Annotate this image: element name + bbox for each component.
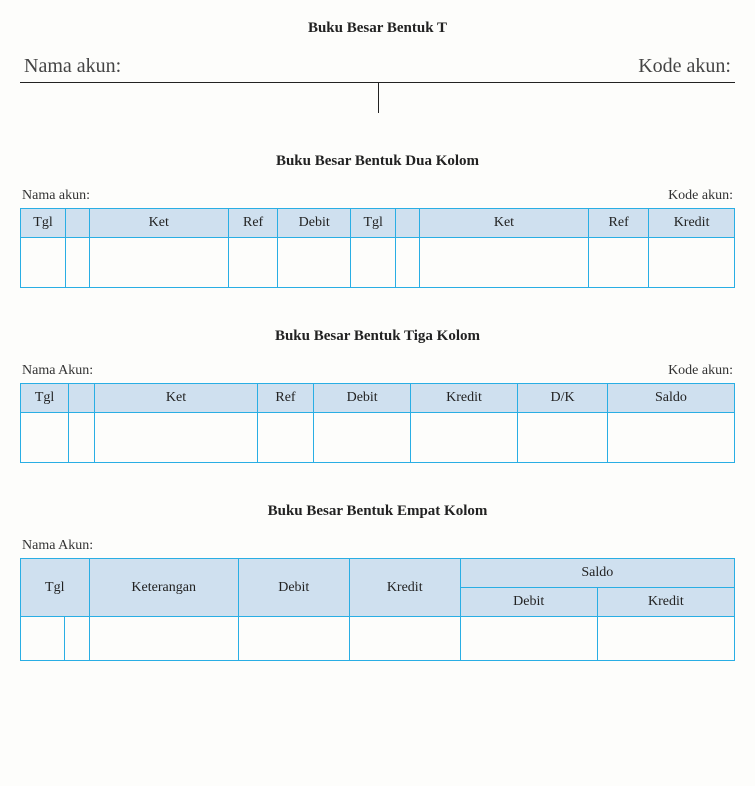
column-header: Tgl bbox=[21, 209, 66, 238]
table-cell bbox=[89, 238, 228, 288]
column-header: Debit bbox=[314, 384, 410, 413]
table-cell bbox=[419, 238, 588, 288]
four-labels-row: Nama Akun: bbox=[20, 538, 735, 554]
column-header-saldo: Saldo bbox=[460, 559, 734, 588]
table-cell bbox=[649, 238, 735, 288]
table-cell bbox=[238, 617, 349, 661]
three-kode-akun-label: Kode akun: bbox=[668, 363, 733, 379]
four-nama-akun-label: Nama Akun: bbox=[22, 538, 93, 554]
table-cell bbox=[349, 617, 460, 661]
t-kode-akun-label: Kode akun: bbox=[638, 55, 731, 78]
column-header: Tgl bbox=[21, 384, 69, 413]
table-cell bbox=[589, 238, 649, 288]
table-row bbox=[21, 413, 735, 463]
table-cell bbox=[351, 238, 396, 288]
column-header: Saldo bbox=[607, 384, 734, 413]
t-header-row: Nama akun: Kode akun: bbox=[20, 55, 735, 83]
three-column-table: Tgl KetRefDebitKreditD/KSaldo bbox=[20, 383, 735, 463]
table-cell bbox=[278, 238, 351, 288]
column-header: Kredit bbox=[410, 384, 517, 413]
t-vertical-divider bbox=[20, 83, 735, 113]
column-header: Ket bbox=[419, 209, 588, 238]
two-labels-row: Nama akun: Kode akun: bbox=[20, 188, 735, 204]
column-header-kredit: Kredit bbox=[349, 559, 460, 617]
column-header: Tgl bbox=[351, 209, 396, 238]
three-labels-row: Nama Akun: Kode akun: bbox=[20, 363, 735, 379]
table-cell bbox=[257, 413, 314, 463]
table-cell bbox=[314, 413, 410, 463]
two-kode-akun-label: Kode akun: bbox=[668, 188, 733, 204]
table-cell bbox=[396, 238, 420, 288]
column-header-keterangan: Keterangan bbox=[89, 559, 238, 617]
section-four-title: Buku Besar Bentuk Empat Kolom bbox=[20, 503, 735, 520]
table-cell bbox=[95, 413, 257, 463]
column-header: Ket bbox=[89, 209, 228, 238]
table-cell bbox=[66, 238, 90, 288]
section-t-form: Buku Besar Bentuk T Nama akun: Kode akun… bbox=[20, 20, 735, 113]
section-three-title: Buku Besar Bentuk Tiga Kolom bbox=[20, 328, 735, 345]
column-header bbox=[66, 209, 90, 238]
table-cell bbox=[65, 617, 89, 661]
column-subheader: Debit bbox=[460, 588, 597, 617]
column-header: Kredit bbox=[649, 209, 735, 238]
column-header bbox=[69, 384, 95, 413]
four-column-table: TglKeteranganDebitKreditSaldoDebitKredit bbox=[20, 558, 735, 661]
column-header: Ket bbox=[95, 384, 257, 413]
table-cell bbox=[21, 413, 69, 463]
table-row bbox=[21, 238, 735, 288]
section-four-column: Buku Besar Bentuk Empat Kolom Nama Akun:… bbox=[20, 503, 735, 661]
column-subheader: Kredit bbox=[597, 588, 734, 617]
column-header-tgl: Tgl bbox=[21, 559, 90, 617]
two-column-table: TglKetRefDebitTglKetRefKredit bbox=[20, 208, 735, 288]
section-two-title: Buku Besar Bentuk Dua Kolom bbox=[20, 153, 735, 170]
table-cell bbox=[228, 238, 277, 288]
table-cell bbox=[597, 617, 734, 661]
table-cell bbox=[21, 238, 66, 288]
table-cell bbox=[410, 413, 517, 463]
section-three-column: Buku Besar Bentuk Tiga Kolom Nama Akun: … bbox=[20, 328, 735, 463]
table-cell bbox=[69, 413, 95, 463]
two-nama-akun-label: Nama akun: bbox=[22, 188, 90, 204]
table-cell bbox=[21, 617, 65, 661]
table-cell bbox=[460, 617, 597, 661]
three-nama-akun-label: Nama Akun: bbox=[22, 363, 93, 379]
column-header: Ref bbox=[257, 384, 314, 413]
column-header-debit: Debit bbox=[238, 559, 349, 617]
column-header: Ref bbox=[589, 209, 649, 238]
column-header bbox=[396, 209, 420, 238]
table-cell bbox=[607, 413, 734, 463]
column-header: Ref bbox=[228, 209, 277, 238]
column-header: D/K bbox=[518, 384, 608, 413]
section-two-column: Buku Besar Bentuk Dua Kolom Nama akun: K… bbox=[20, 153, 735, 288]
t-nama-akun-label: Nama akun: bbox=[24, 55, 121, 78]
table-cell bbox=[518, 413, 608, 463]
column-header: Debit bbox=[278, 209, 351, 238]
table-cell bbox=[89, 617, 238, 661]
section-t-title: Buku Besar Bentuk T bbox=[20, 20, 735, 37]
table-row bbox=[21, 617, 735, 661]
